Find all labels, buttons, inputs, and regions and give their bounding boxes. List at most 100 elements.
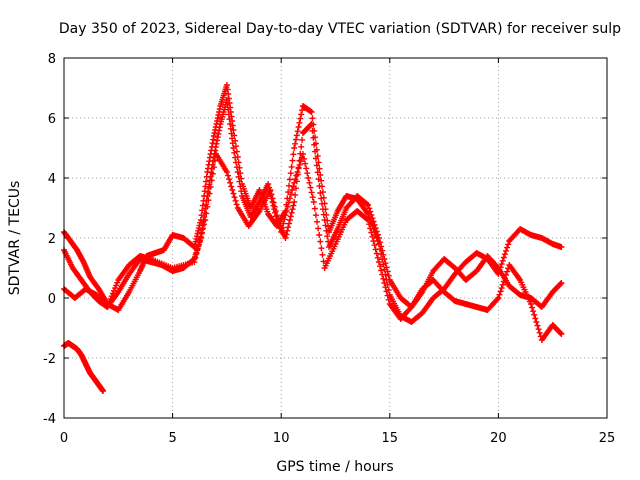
data-point-interp [273,212,280,219]
y-tick-label: -2 [43,352,56,367]
data-point-interp [369,233,376,240]
data-point-interp [308,189,315,196]
data-point [267,187,274,193]
data-point-interp [297,115,304,122]
data-point-interp [368,229,375,236]
data-point-interp [298,111,305,118]
data-point-interp [301,155,308,162]
data-point-interp [281,216,288,223]
data-point-interp [200,225,207,232]
data-point-interp [292,140,299,147]
data-point-interp [304,170,311,177]
data-point [375,259,382,265]
data-point-interp [309,127,316,134]
data-point-interp [290,183,297,190]
data-point-interp [285,199,292,206]
y-tick-label: 2 [48,232,56,247]
data-point-interp [383,288,390,295]
data-point-interp [363,201,370,208]
data-point [558,244,565,250]
data-point-interp [374,231,381,238]
data-point-interp [296,119,303,126]
data-point-interp [232,154,239,161]
data-point-interp [290,202,297,209]
data-point-interp [201,221,208,228]
data-point-interp [533,319,540,325]
data-point-interp [307,184,314,191]
data-point-interp [529,304,536,311]
data-point-interp [283,231,290,238]
data-point-interp [286,217,293,223]
data-point-interp [238,188,245,195]
data-point-interp [197,233,204,240]
data-point-interp [378,243,385,250]
data-point-interp [377,263,384,270]
y-tick-label: 0 [48,292,56,307]
data-point-interp [379,247,386,254]
data-point-interp [382,284,389,291]
data-point [365,202,372,208]
data-point-interp [291,179,298,186]
data-point [289,187,296,193]
y-tick-label: 4 [48,172,56,187]
data-point-interp [501,251,508,258]
data-point-interp [501,275,508,282]
data-point-interp [324,233,331,240]
grid [64,58,607,418]
data-point-interp [536,329,543,336]
data-point-interp [377,239,384,246]
chart-title: Day 350 of 2023, Sidereal Day-to-day VTE… [59,21,621,37]
data-point-interp [306,179,313,186]
data-point-interp [270,199,277,206]
data-point-interp [381,280,388,286]
data-point-interp [503,247,510,254]
data-point-interp [294,169,301,175]
data-point-interp [321,217,328,223]
data-point-interp [316,183,323,190]
data-point [223,169,230,175]
data-point-interp [296,161,303,168]
data-point-interp [500,278,507,285]
data-point-interp [322,222,329,229]
data-point-interp [499,281,506,288]
data-point-interp [235,173,242,180]
data-point-interp [532,315,539,322]
data-point-interp [196,238,203,244]
y-axis-label: SDTVAR / TECUs [7,181,23,296]
data-point-interp [317,238,324,245]
data-point-interp [504,268,511,275]
data-point-interp [315,225,322,232]
data-point-interp [292,192,299,199]
data-point-interp [206,190,213,197]
data-point [291,145,298,151]
data-point-interp [372,225,379,232]
data-point-interp [382,260,389,267]
data-point-interp [499,257,506,264]
data-point [375,235,382,241]
data-point-interp [292,136,299,143]
data-point-interp [298,143,305,150]
data-point-interp [380,251,387,258]
data-point [558,280,565,286]
data-point-interp [316,165,323,172]
data-point [527,301,534,307]
data-point-interp [314,218,321,225]
data-point-interp [268,191,275,198]
data-point-interp [226,176,233,183]
data-point-interp [284,227,291,234]
data-point-interp [368,211,375,218]
data-point-interp [371,242,378,249]
data-point-interp [384,292,391,299]
data-point-interp [194,246,201,253]
data-point-interp [204,203,211,210]
data-point-interp [378,267,385,274]
data-point-interp [274,216,281,223]
data-point-interp [286,220,293,227]
data-point-interp [318,195,325,202]
data-point-interp [380,275,387,282]
x-tick-label: 5 [168,431,176,446]
data-point-interp [307,121,314,128]
data-point-interp [229,187,236,193]
x-axis-label: GPS time / hours [276,459,393,475]
data-point-interp [286,176,293,183]
